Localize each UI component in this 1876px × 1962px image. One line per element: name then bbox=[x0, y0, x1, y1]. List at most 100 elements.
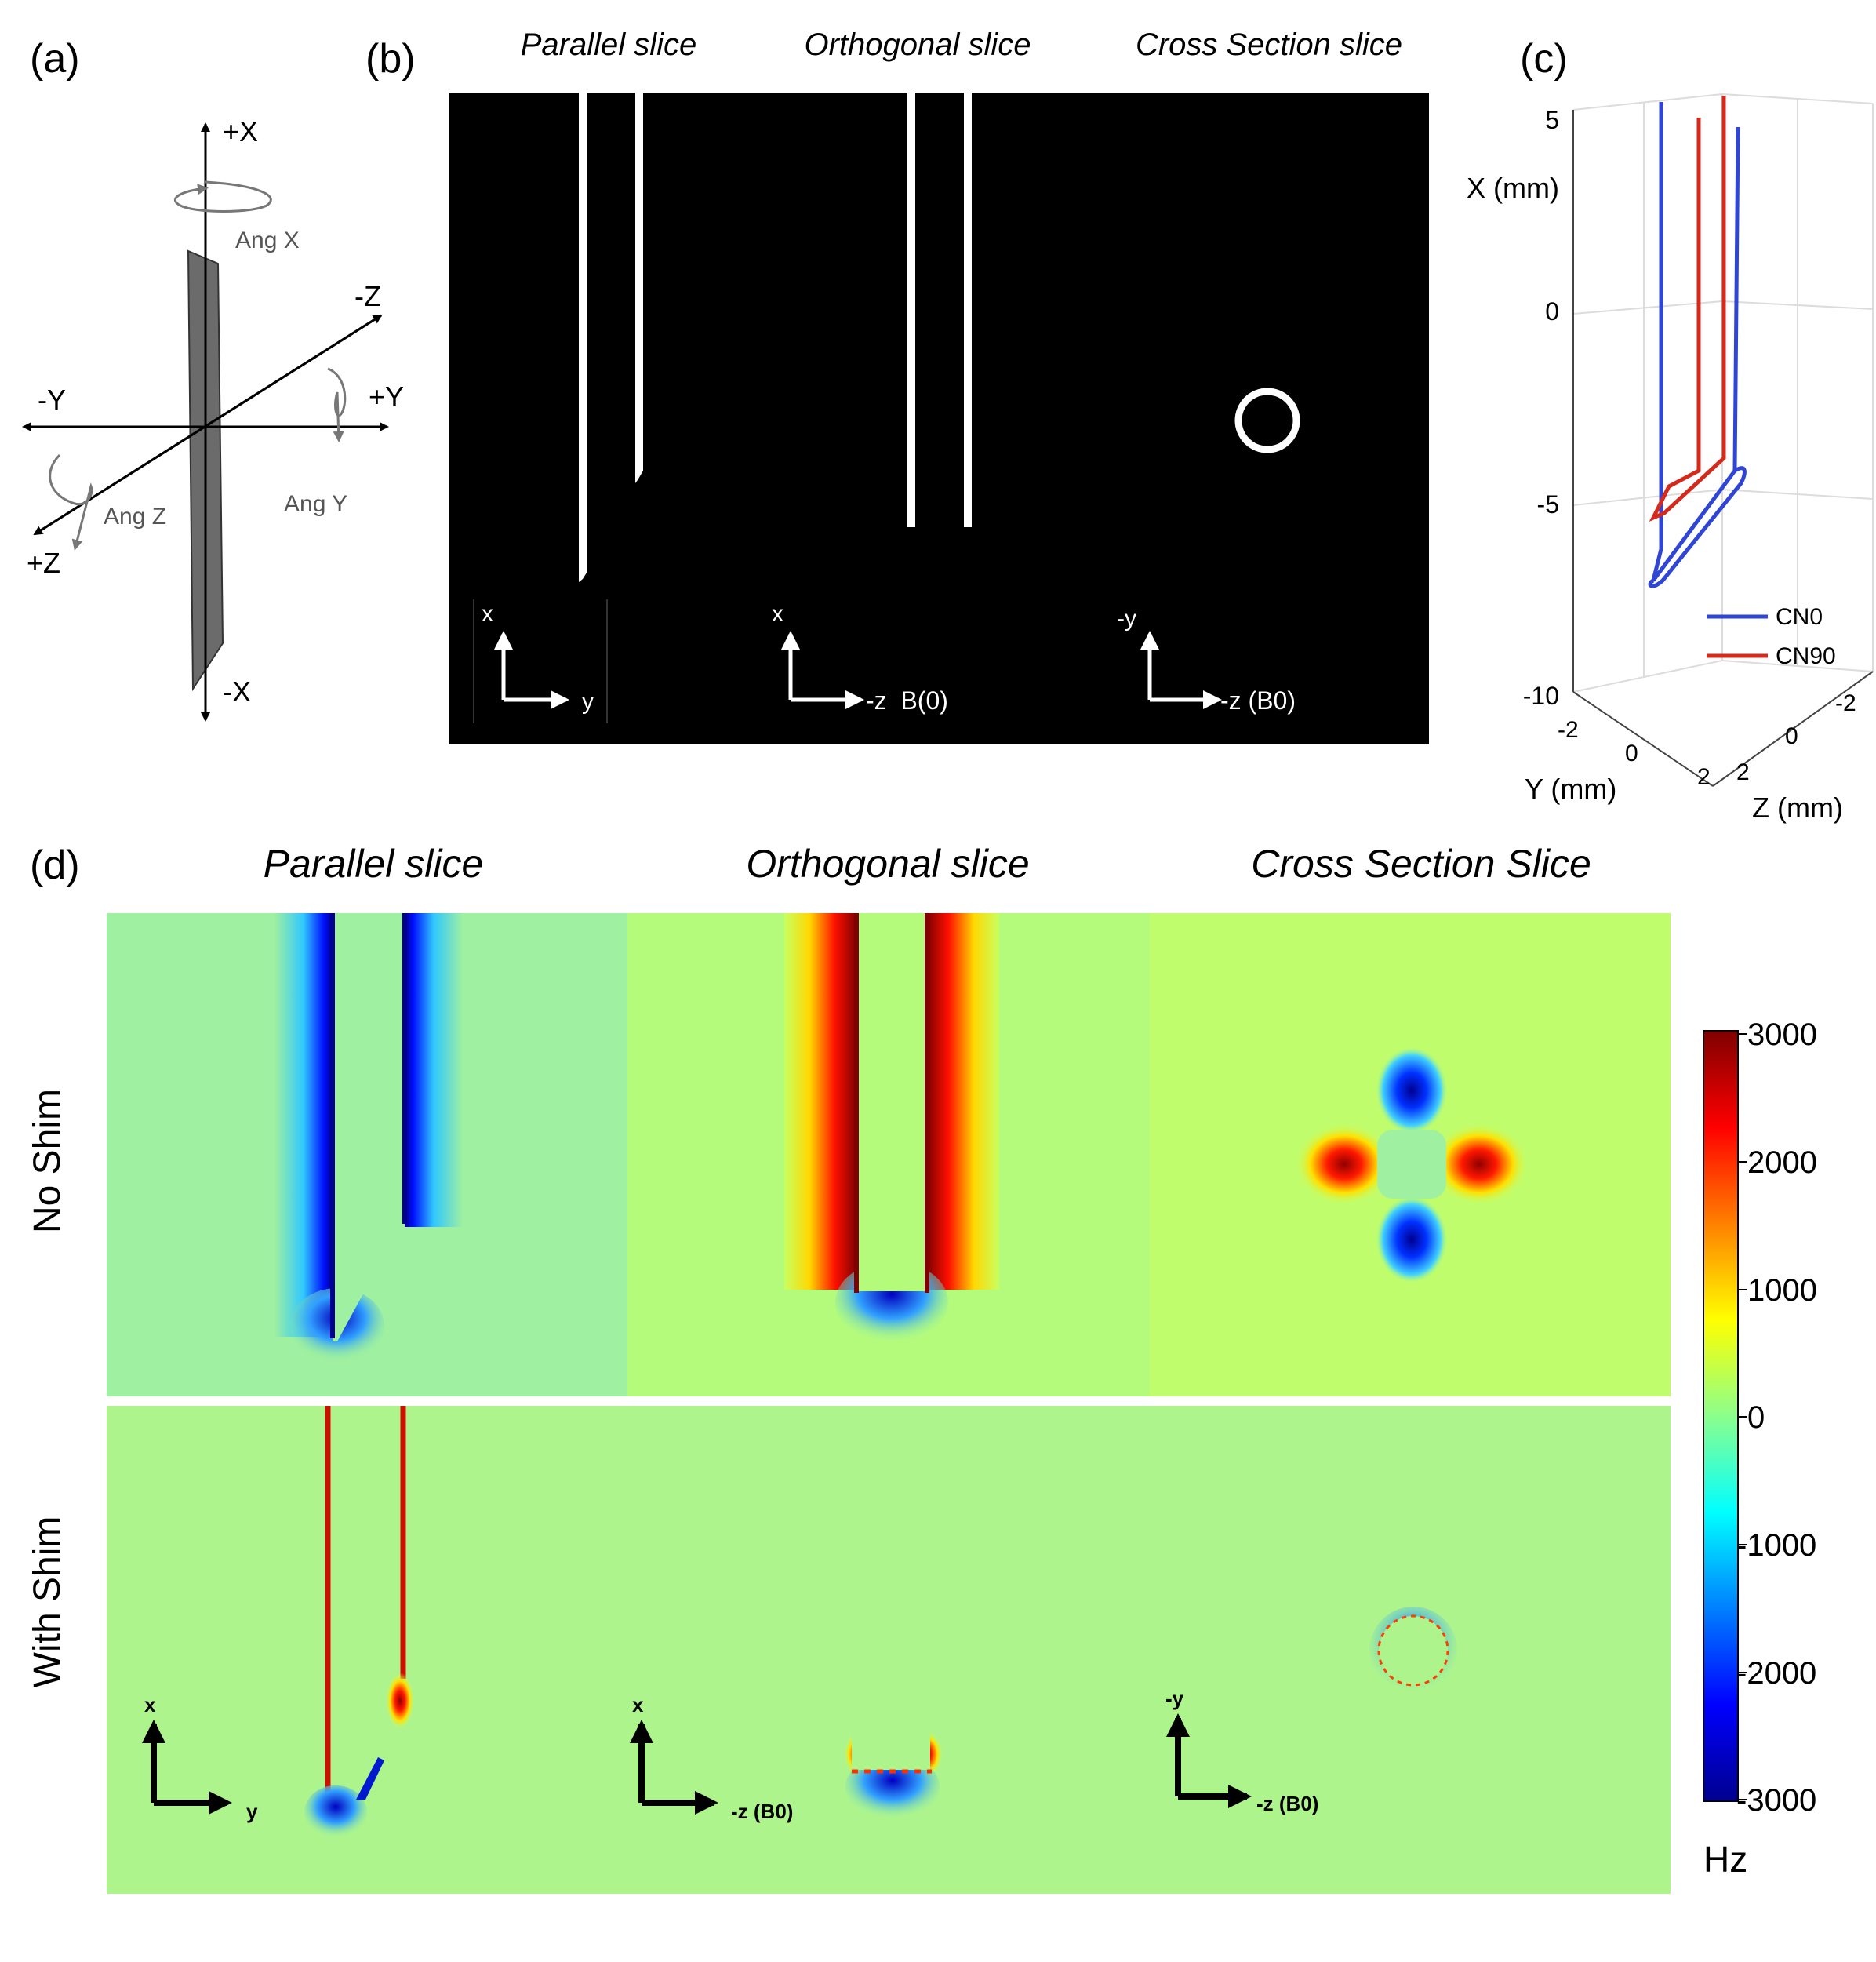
axis-right-label: y bbox=[582, 689, 594, 715]
colorbar-label-0: 0 bbox=[1747, 1400, 1765, 1435]
panel-c-legend: CN0 CN90 bbox=[1707, 604, 1836, 669]
panel-d-title-orthogonal: Orthogonal slice bbox=[746, 842, 1029, 886]
shim-parallel-bevel bbox=[356, 1757, 384, 1800]
panel-b-image bbox=[449, 93, 1429, 744]
panel-a: (a) +X -X +Y -Y +Z -Z Ang X Ang Y Ang Z bbox=[22, 36, 404, 722]
panel-b-axes-cross: -y -z (B0) bbox=[1117, 606, 1296, 715]
field-cross-pole-bottom bbox=[1376, 1196, 1448, 1283]
minus-y-label: -Y bbox=[38, 384, 66, 416]
panel-b: (b) Parallel slice Orthogonal slice Cros… bbox=[365, 27, 1429, 744]
x-tick-minus-5: -5 bbox=[1537, 490, 1559, 519]
needle-parallel-interior bbox=[333, 913, 405, 1341]
z-tick-2: 2 bbox=[1736, 759, 1750, 785]
axis-up-label: x bbox=[632, 1693, 644, 1716]
colorbar-gradient bbox=[1703, 1030, 1739, 1802]
panel-b-title-orthogonal: Orthogonal slice bbox=[804, 27, 1031, 62]
panel-d-axes-cross: -y -z (B0) bbox=[1165, 1687, 1318, 1815]
panel-d-axes-orthogonal: x -z (B0) bbox=[630, 1693, 793, 1823]
shim-parallel-tip bbox=[304, 1785, 367, 1839]
x-tick-minus-10: -10 bbox=[1523, 682, 1559, 710]
z-tick-minus-2: -2 bbox=[1835, 690, 1856, 716]
panel-b-title-cross: Cross Section slice bbox=[1136, 27, 1402, 62]
rotation-x-icon bbox=[174, 180, 272, 213]
field-cross-pole-left bbox=[1296, 1123, 1393, 1205]
panel-b-title-parallel: Parallel slice bbox=[521, 27, 697, 62]
axis-up-label: -y bbox=[1165, 1687, 1184, 1710]
colorbar-unit: Hz bbox=[1703, 1839, 1747, 1880]
field-parallel-right bbox=[405, 913, 463, 1227]
axis-up-label: x bbox=[144, 1693, 156, 1716]
axis-right-label: y bbox=[246, 1800, 258, 1823]
y-tick-0: 0 bbox=[1625, 741, 1638, 766]
panel-b-axes-orthogonal: x -z B(0) bbox=[772, 601, 948, 715]
needle-orthogonal-interior bbox=[856, 913, 927, 1291]
x-tick-5: 5 bbox=[1545, 106, 1559, 134]
ang-y-label: Ang Y bbox=[284, 491, 347, 517]
field-cross-pole-right bbox=[1431, 1123, 1528, 1205]
field-orthogonal-right bbox=[927, 913, 999, 1290]
shim-orthogonal-interior bbox=[852, 1406, 930, 1770]
axis-right-label: -z (B0) bbox=[1220, 686, 1296, 715]
axis-up-label: x bbox=[482, 601, 493, 627]
rotation-z-icon bbox=[49, 453, 93, 551]
axis-up-label: -y bbox=[1117, 606, 1136, 632]
row-separator bbox=[107, 1396, 1671, 1406]
field-cross-pole-top bbox=[1376, 1047, 1448, 1134]
cn0-trajectory bbox=[1648, 102, 1747, 588]
panel-c: (c) 5 0 -5 -10 X (mm) bbox=[1467, 36, 1874, 824]
colorbar-label-3000: 3000 bbox=[1747, 1017, 1817, 1052]
panel-d-label: (d) bbox=[30, 843, 80, 888]
colorbar-label-2000: 2000 bbox=[1747, 1145, 1817, 1180]
panel-d-title-parallel: Parallel slice bbox=[264, 842, 484, 886]
row-label-no-shim: No Shim bbox=[27, 1089, 68, 1233]
needle-cross-section-ring bbox=[1234, 388, 1300, 453]
needle-orthogonal-right-wall bbox=[964, 93, 972, 527]
plus-y-label: +Y bbox=[369, 380, 404, 413]
colorbar-label-minus-1000: -1000 bbox=[1736, 1528, 1816, 1563]
ang-z-label: Ang Z bbox=[104, 504, 166, 530]
cn90-trajectory bbox=[1649, 96, 1726, 522]
needle-parallel-right-wall bbox=[635, 93, 643, 483]
plus-z-label: +Z bbox=[27, 547, 60, 579]
z-axis-label: Z (mm) bbox=[1752, 792, 1843, 824]
axis-right-label: -z B(0) bbox=[866, 686, 948, 715]
plus-x-label: +X bbox=[223, 115, 258, 147]
z-tick-0: 0 bbox=[1785, 723, 1798, 749]
panel-d: (d) Parallel slice Orthogonal slice Cros… bbox=[27, 842, 1817, 1894]
panel-d-title-cross: Cross Section Slice bbox=[1251, 842, 1591, 886]
y-tick-2: 2 bbox=[1697, 764, 1711, 790]
colorbar: 3000 2000 1000 0 -1000 -2000 -3000 Hz bbox=[1703, 1017, 1817, 1880]
rotation-y-icon bbox=[327, 367, 347, 442]
legend-cn0-label: CN0 bbox=[1776, 604, 1823, 630]
colorbar-label-minus-3000: -3000 bbox=[1736, 1783, 1816, 1818]
colorbar-label-1000: 1000 bbox=[1747, 1273, 1817, 1308]
needle-orthogonal-left-wall bbox=[907, 93, 915, 527]
shim-cross-ring bbox=[1377, 1614, 1449, 1687]
panel-a-label: (a) bbox=[30, 36, 80, 82]
panel-c-label: (c) bbox=[1520, 36, 1568, 82]
legend-cn90-label: CN90 bbox=[1776, 643, 1836, 669]
x-tick-0: 0 bbox=[1545, 297, 1559, 326]
ang-x-label: Ang X bbox=[235, 228, 300, 253]
minus-z-label: -Z bbox=[354, 280, 381, 312]
z-axis-neg-arrow bbox=[33, 314, 382, 536]
row-label-with-shim: With Shim bbox=[27, 1516, 68, 1688]
panel-d-axes-parallel: x y bbox=[142, 1693, 258, 1823]
field-orthogonal-left bbox=[784, 913, 856, 1290]
x-axis-label: X (mm) bbox=[1467, 172, 1559, 204]
axis-right-label: -z (B0) bbox=[731, 1800, 793, 1823]
axis-up-label: x bbox=[772, 601, 783, 627]
shim-parallel-corner bbox=[386, 1673, 414, 1729]
panel-c-axes bbox=[1572, 110, 1874, 787]
needle-cross-interior bbox=[1377, 1130, 1446, 1199]
y-axis-label: Y (mm) bbox=[1525, 773, 1616, 805]
needle-parallel-left-wall bbox=[579, 93, 587, 582]
field-parallel-left bbox=[274, 913, 333, 1337]
panel-b-axes-parallel: x y bbox=[482, 601, 594, 715]
colorbar-label-minus-2000: -2000 bbox=[1736, 1656, 1816, 1691]
minus-x-label: -X bbox=[223, 675, 251, 708]
panel-b-label: (b) bbox=[365, 36, 416, 82]
y-tick-minus-2: -2 bbox=[1558, 717, 1579, 743]
axis-right-label: -z (B0) bbox=[1256, 1792, 1318, 1815]
